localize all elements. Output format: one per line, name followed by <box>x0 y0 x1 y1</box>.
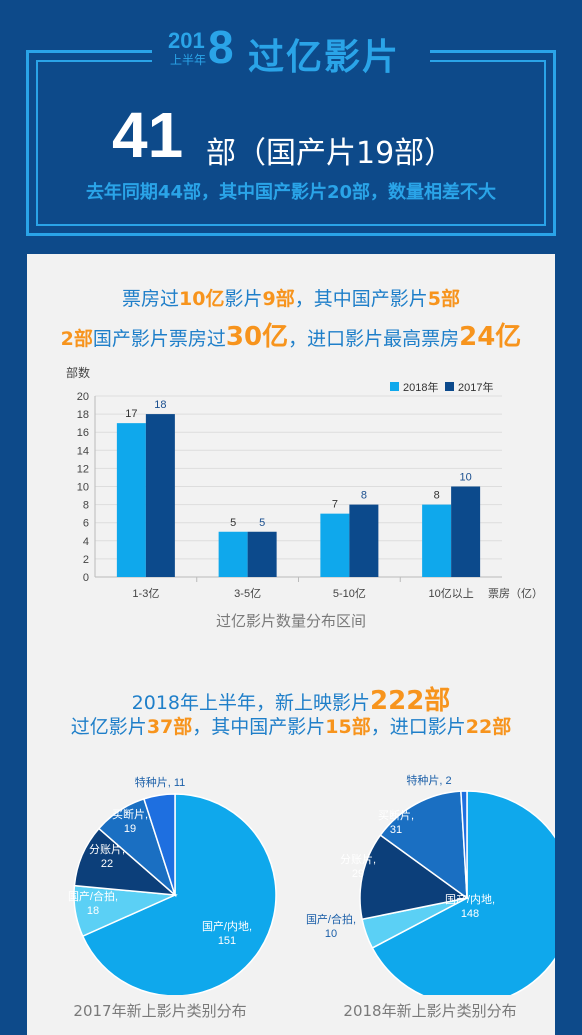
legend-label: 2017年 <box>458 380 493 394</box>
text-segment: ，进口影片 <box>370 716 466 738</box>
pie-label-value: 18 <box>87 905 99 917</box>
y-tick-label: 10 <box>77 482 89 494</box>
x-axis-label: 票房（亿） <box>488 587 543 600</box>
text-segment: 过亿影片 <box>70 716 147 738</box>
text-segment: 37部 <box>146 716 193 738</box>
x-tick-label: 1-3亿 <box>132 587 159 600</box>
x-tick-label: 10亿以上 <box>429 587 474 600</box>
pie-slice-特种片 <box>460 790 468 899</box>
y-tick-label: 2 <box>83 554 89 566</box>
bar-2018年-1-3亿 <box>116 423 146 577</box>
text-segment: 30亿 <box>225 322 289 352</box>
bar-value-label: 8 <box>434 490 440 502</box>
legend-swatch <box>445 382 454 391</box>
pie-charts: 国产/内地, 151 国产/合拍, 18 分账片, 22 买断片, 19 特种片, 11 国产/内… <box>68 773 555 995</box>
film-count: 41 <box>112 99 184 171</box>
pie-label-name: 买断片, <box>112 807 148 821</box>
pie-slice-分账片 <box>359 834 469 921</box>
pie-slice-买断片 <box>379 790 468 900</box>
bar-value-label: 18 <box>154 399 166 411</box>
pie-label: 特种片, 11 <box>135 775 186 789</box>
pie-label-value: 148 <box>461 908 479 920</box>
page-title: 过亿影片 <box>248 37 401 78</box>
pie-label-value: 31 <box>390 824 402 836</box>
y-tick-label: 4 <box>83 536 89 548</box>
pie-label-name: 分账片, <box>340 853 376 866</box>
bar-2018年-10亿以上 <box>422 504 452 577</box>
y-tick-label: 14 <box>77 445 89 457</box>
text-segment: 5部 <box>427 288 460 310</box>
bar-2017年-3-5亿 <box>247 531 277 577</box>
y-tick-label: 20 <box>77 391 89 403</box>
y-tick-label: 6 <box>83 518 89 530</box>
text-segment: 国产影片票房过 <box>92 328 226 350</box>
pie-slice-国产/内地 <box>81 793 277 995</box>
title-background <box>152 22 430 78</box>
summary-line-4: 过亿影片37部，其中国产影片15部，进口影片22部 <box>27 712 555 739</box>
pie-label-name: 国产/合拍, <box>306 912 356 926</box>
text-segment: 222部 <box>370 686 451 716</box>
half-year-label: 上半年 <box>170 53 207 67</box>
bar-2018年-3-5亿 <box>218 531 248 577</box>
text-segment: 10亿 <box>179 288 225 310</box>
legend-swatch <box>390 382 399 391</box>
bar-value-label: 5 <box>259 517 265 529</box>
text-segment: 2部 <box>60 328 93 350</box>
film-count-detail: 部（国产片19部） <box>206 136 455 171</box>
summary-line-1: 票房过10亿影片9部，其中国产影片5部 <box>27 284 555 311</box>
header-subtitle: 去年同期44部，其中国产影片20部，数量相差不大 <box>85 182 497 203</box>
pie-label-name: 分账片, <box>89 843 125 856</box>
pie-label-value: 29 <box>352 868 364 880</box>
pie-2017-title: 2017年新上影片类别分布 <box>73 1002 247 1020</box>
y-tick-label: 12 <box>77 463 89 475</box>
text-segment: 影片 <box>224 288 263 310</box>
bar-value-label: 10 <box>460 472 472 484</box>
text-segment: 24亿 <box>459 322 522 352</box>
pie-label-value: 10 <box>325 928 337 940</box>
text-segment: ，其中国产影片 <box>192 716 326 738</box>
text-segment: 9部 <box>262 288 295 310</box>
pie-label-name: 国产/内地, <box>202 919 252 933</box>
pie-2018-title: 2018年新上影片类别分布 <box>343 1002 517 1020</box>
x-tick-label: 5-10亿 <box>333 587 366 600</box>
pie-label-name: 国产/合拍, <box>68 889 118 903</box>
text-segment: 票房过 <box>122 288 180 310</box>
pie-label-value: 151 <box>218 935 236 947</box>
y-tick-label: 16 <box>77 427 89 439</box>
pie-slice-国产/内地 <box>371 790 555 995</box>
pie-slice-特种片 <box>142 793 176 896</box>
bar-2018年-5-10亿 <box>320 513 350 577</box>
text-segment: 2018年上半年，新上映影片 <box>131 692 371 714</box>
text-segment: 15部 <box>325 716 371 738</box>
y-tick-label: 18 <box>77 409 89 421</box>
pie-label: 特种片, 2 <box>406 773 451 787</box>
bar-value-label: 8 <box>361 490 367 502</box>
year-prefix: 201 <box>168 28 205 53</box>
pie-label-name: 买断片, <box>378 808 414 822</box>
bar-2017年-5-10亿 <box>349 504 379 577</box>
legend-label: 2018年 <box>403 380 438 394</box>
x-tick-label: 3-5亿 <box>234 587 261 600</box>
bar-chart-title: 过亿影片数量分布区间 <box>215 612 366 630</box>
y-axis-label: 部数 <box>66 365 90 380</box>
bar-2017年-1-3亿 <box>145 414 175 577</box>
pie-label-value: 22 <box>101 858 113 870</box>
bar-value-label: 5 <box>230 517 236 529</box>
bar-value-label: 7 <box>332 499 338 511</box>
summary-line-3: 2018年上半年，新上映影片222部 <box>27 680 555 717</box>
text-segment: ，进口影片最高票房 <box>288 328 460 350</box>
bar-chart: 部数 0 2 4 6 8 10 12 14 16 18 20 17 18 1-3亿 5 5 3-5亿 7 8 5-10亿… <box>66 365 543 600</box>
year-suffix: 8 <box>208 21 234 73</box>
pie-label-name: 国产/内地, <box>445 892 495 906</box>
y-tick-label: 8 <box>83 500 89 512</box>
bar-value-label: 17 <box>125 408 137 420</box>
text-segment: ，其中国产影片 <box>294 288 428 310</box>
bar-2017年-10亿以上 <box>451 486 481 577</box>
pie-label-value: 19 <box>124 823 136 835</box>
text-segment: 22部 <box>465 716 512 738</box>
y-tick-label: 0 <box>83 572 89 584</box>
summary-line-2: 2部国产影片票房过30亿，进口影片最高票房24亿 <box>27 316 555 353</box>
